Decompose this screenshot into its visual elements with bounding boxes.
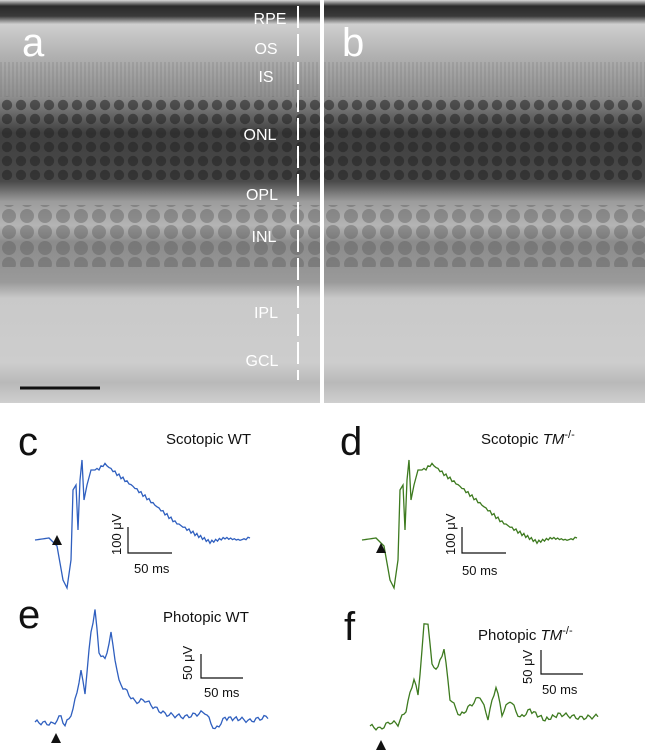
trace-title-f-genotype: TM <box>541 627 563 644</box>
erg-trace-d <box>361 459 578 591</box>
panel-label-c: c <box>18 420 38 464</box>
erg-panel-c: c Scotopic WT 100 μV 50 ms <box>18 420 251 591</box>
erg-panel-f: f Photopic TM-/- 50 μV 50 ms <box>344 605 599 750</box>
panel-label-e: e <box>18 593 40 637</box>
scale-time-f: 50 ms <box>542 682 578 697</box>
layer-labels: RPE OS IS ONL OPL INL IPL GCL <box>244 11 287 370</box>
trace-title-e: Photopic WT <box>163 609 249 626</box>
scale-bar-d <box>461 527 506 554</box>
panel-label-b: b <box>342 21 364 65</box>
histology-panel-a: a <box>0 0 320 403</box>
scale-time-c: 50 ms <box>134 561 170 576</box>
layer-label-onl: ONL <box>244 127 277 144</box>
stimulus-arrowhead-c <box>52 535 62 545</box>
layer-label-rpe: RPE <box>254 11 287 28</box>
panel-label-f: f <box>344 605 356 649</box>
layer-label-inl: INL <box>252 229 277 246</box>
trace-title-f-prefix: Photopic <box>478 627 541 644</box>
scale-bar-e <box>200 654 243 679</box>
layer-label-ipl: IPL <box>254 305 278 322</box>
scale-time-d: 50 ms <box>462 563 498 578</box>
erg-trace-e <box>34 609 269 730</box>
erg-panel-d: d Scotopic TM-/- 100 μV 50 ms <box>340 420 578 591</box>
trace-title-d-superscript: -/- <box>564 429 575 441</box>
scale-voltage-c: 100 μV <box>109 513 124 555</box>
scale-voltage-d: 100 μV <box>443 513 458 555</box>
layer-label-opl: OPL <box>246 187 278 204</box>
panel-separator <box>320 0 324 403</box>
layer-label-is: IS <box>258 69 273 86</box>
trace-title-d: Scotopic TM-/- <box>481 429 575 448</box>
panel-label-d: d <box>340 420 362 464</box>
trace-title-d-prefix: Scotopic <box>481 431 543 448</box>
erg-panel-e: e Photopic WT 50 μV 50 ms <box>18 593 269 743</box>
trace-title-f: Photopic TM-/- <box>478 625 573 644</box>
scale-voltage-f: 50 μV <box>520 649 535 684</box>
trace-title-d-genotype: TM <box>543 431 565 448</box>
erg-trace-f <box>369 623 599 731</box>
scale-bar-f <box>540 650 583 675</box>
histology-panel-b: b <box>324 0 645 403</box>
scale-bar-c <box>127 527 172 554</box>
panel-label-a: a <box>22 21 45 65</box>
stimulus-arrowhead-f <box>376 740 386 750</box>
stimulus-arrowhead-e <box>51 733 61 743</box>
stimulus-arrowhead-d <box>376 543 386 553</box>
layer-label-os: OS <box>254 41 277 58</box>
scale-time-e: 50 ms <box>204 685 240 700</box>
trace-title-c: Scotopic WT <box>166 431 251 448</box>
scale-voltage-e: 50 μV <box>180 645 195 680</box>
trace-title-f-superscript: -/- <box>562 625 573 637</box>
erg-trace-c <box>34 459 251 591</box>
layer-label-gcl: GCL <box>246 353 279 370</box>
